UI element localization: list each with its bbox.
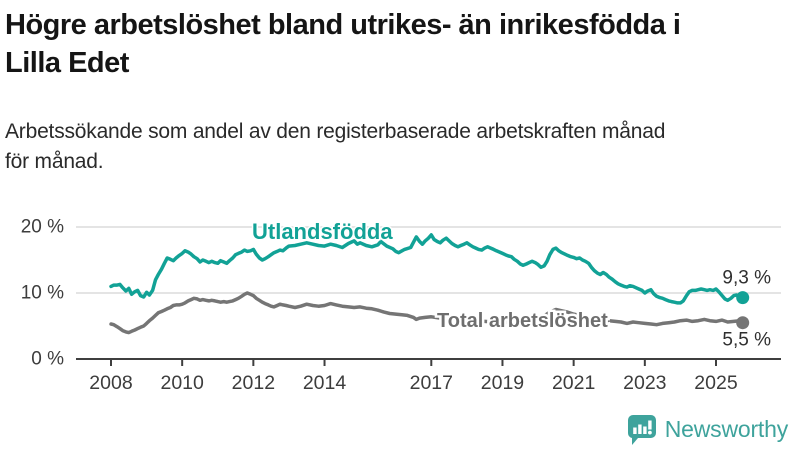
x-tick-label: 2010	[160, 372, 204, 394]
x-tick-label: 2012	[232, 372, 275, 394]
x-tick-label: 2008	[89, 372, 132, 394]
x-tick-label: 2019	[481, 372, 524, 394]
chart-subtitle: Arbetssökande som andel av den registerb…	[5, 117, 793, 177]
series-label-1: Total arbetslöshet	[437, 310, 608, 332]
series-end-dot-0	[736, 291, 750, 305]
y-tick-label: 0 %	[31, 349, 64, 370]
brand-name: Newsworthy	[664, 416, 788, 442]
page-title: Högre arbetslöshet bland utrikes- än inr…	[5, 6, 797, 82]
x-tick-label: 2017	[410, 372, 453, 394]
series-label-0: Utlandsfödda	[252, 219, 393, 244]
title-line-1: Högre arbetslöshet bland utrikes- än inr…	[5, 9, 681, 41]
y-tick-label: 10 %	[21, 283, 64, 304]
x-tick-label: 2025	[694, 372, 738, 394]
title-line-2: Lilla Edet	[5, 47, 129, 79]
x-tick-label: 2014	[303, 372, 347, 394]
y-tick-label: 20 %	[21, 217, 64, 238]
series-end-dot-1	[736, 316, 750, 330]
x-tick-label: 2021	[552, 372, 595, 394]
subtitle-line-1: Arbetssökande som andel av den registerb…	[5, 120, 666, 143]
series-value-label-1: 5,5 %	[722, 330, 771, 351]
newsworthy-icon	[627, 415, 656, 445]
series-value-label-0: 9,3 %	[722, 268, 771, 289]
subtitle-line-2: för månad.	[5, 150, 104, 173]
newsworthy-logo[interactable]: Newsworthy	[626, 414, 788, 445]
logo-bubble-shape	[627, 415, 656, 445]
x-tick-label: 2023	[623, 372, 666, 394]
line-chart: 0 % 10 % 20 % 2008 2010 2012 2014 2017 2019 2021 2…	[21, 217, 781, 394]
series-line-1	[109, 291, 745, 335]
series-line-0	[109, 233, 745, 305]
